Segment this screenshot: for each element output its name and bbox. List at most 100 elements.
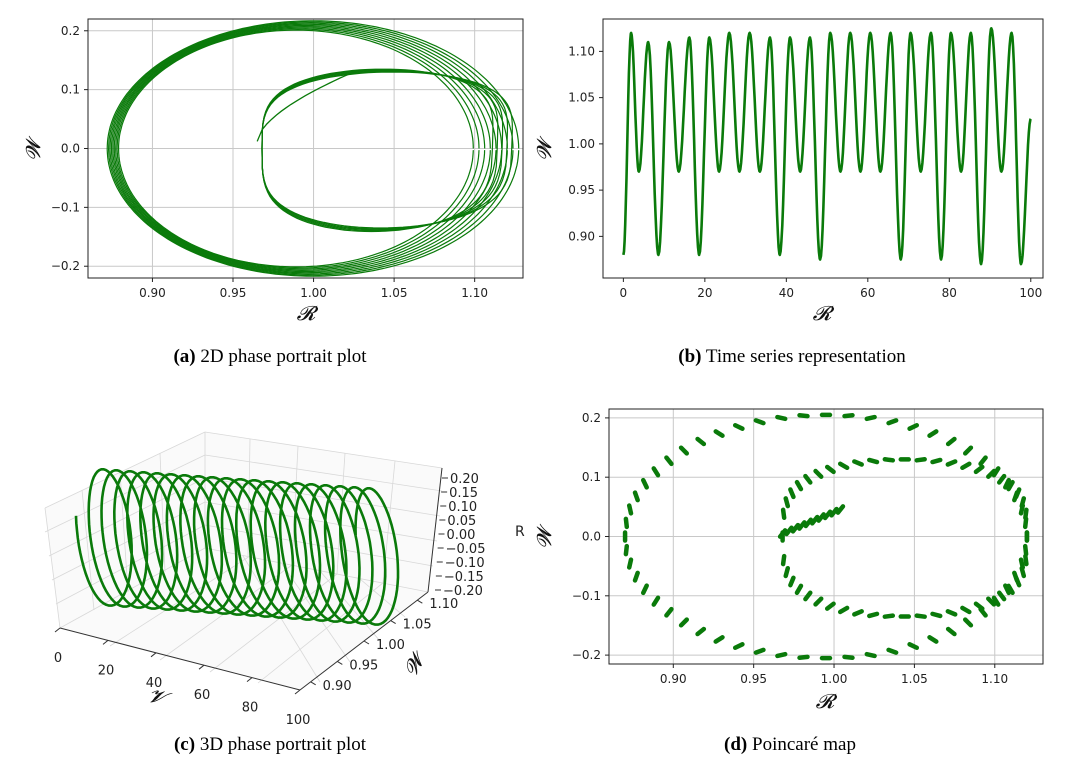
panel-d-outer-point [640, 583, 649, 596]
panel-b-xtick-label: 40 [779, 286, 794, 300]
panel-c-ztick-label: −0.20 [443, 584, 483, 599]
panel-c-xtick-mark [294, 689, 301, 695]
panel-d-outer-point [664, 606, 674, 618]
panel-b-xtick-label: 20 [697, 286, 712, 300]
panel-d-xtick-label: 0.90 [660, 672, 687, 686]
panel-a-ytick-label: 0.0 [61, 142, 80, 156]
panel-a-outer-loop [107, 21, 514, 276]
panel-d-inner-point [960, 605, 972, 615]
panel-d-outer-point [864, 414, 877, 422]
panel-d-outer-point [1003, 583, 1012, 596]
panel-d-outer-point [651, 466, 661, 478]
panel-b-xtick-label: 80 [942, 286, 957, 300]
panel-c-xtick-mark [102, 640, 109, 645]
panel-c-ztick-label: 0.15 [449, 486, 478, 501]
panel-d-spur-point [810, 514, 820, 526]
panel-d-outer-point [886, 647, 899, 655]
panel-a-xtick-label: 0.95 [220, 286, 247, 300]
panel-d-outer-point [678, 617, 690, 628]
panel-d-ytick-label: 0.0 [582, 530, 601, 544]
panel-b-ytick-label: 1.10 [568, 44, 595, 58]
panel-c-xtick-label: 80 [242, 701, 259, 716]
panel-d-outer-point [713, 635, 725, 644]
panel-b-ytick-label: 0.95 [568, 183, 595, 197]
panel-a-outer-loop [109, 22, 508, 275]
panel-d-inner-point [1006, 479, 1015, 492]
panel-d-spur-point [784, 525, 794, 537]
panel-d-inner-point [813, 596, 824, 607]
panel-d-outer-point [842, 654, 855, 661]
panel-d-outer-point [945, 626, 957, 637]
panel-d-inner-point [973, 464, 985, 475]
panel-d-caption-label: (d) [724, 734, 747, 755]
panel-a-inner-loop [261, 68, 494, 233]
panel-a-inner-loop [261, 69, 499, 232]
panel-a-xtick-label: 1.05 [381, 286, 408, 300]
panel-d-caption: (d) Poincaré map [724, 734, 856, 755]
panel-d-outer-point [623, 543, 630, 557]
panel-d-outer-point [1022, 543, 1029, 557]
panel-d-inner-point [837, 605, 850, 615]
panel-d-inner-point [882, 613, 896, 619]
panel-d-outer-point [886, 418, 899, 426]
panel-a-outer-loop [118, 29, 474, 268]
panel-d-outer-point [907, 642, 920, 651]
panel-a-xlabel: 𝓡 [297, 301, 319, 325]
panel-d-caption-text: Poincaré map [752, 734, 856, 755]
panel-a-outer-loop [112, 24, 497, 273]
panel-d-spur-point [829, 506, 839, 518]
panel-d-inner-point [794, 583, 804, 596]
panel-d-inner-point [945, 609, 958, 617]
panel-d-inner-point [794, 479, 804, 492]
panel-d-outer-point [695, 436, 707, 447]
panel-d-outer-point [945, 436, 957, 447]
panel-d-inner-point [1013, 487, 1022, 500]
panel-c-ytick-label: 1.10 [429, 597, 458, 612]
panel-a-phase-portrait: 0.90 0.95 1.00 1.05 1.10 −0.2 −0.1 0.0 0.1 0.2 𝓡… [21, 18, 524, 367]
panel-a-ylabel: 𝓦 [21, 135, 45, 160]
panel-a-xtick-label: 1.10 [461, 286, 488, 300]
panel-d-inner-point [780, 553, 787, 567]
panel-c-ytick-mark [390, 620, 396, 625]
panel-c-xtick-mark [54, 627, 61, 633]
panel-b-ytick-label: 0.90 [568, 229, 595, 243]
panel-c-ytick-label: 1.00 [376, 638, 405, 653]
panel-c-xtick-label: 0 [54, 651, 62, 666]
panel-d-inner-point [1006, 583, 1015, 596]
panel-d-outer-point [1022, 516, 1029, 530]
panel-c-xtick-mark [246, 677, 253, 682]
panel-d-inner-point [914, 613, 927, 619]
panel-d-outer-point [775, 414, 788, 422]
panel-c-ytick-label: 0.95 [349, 658, 378, 673]
panel-d-spur-point [816, 512, 826, 523]
panel-d-inner-point [914, 457, 927, 463]
panel-d-spur-point [822, 509, 833, 521]
panel-a-outer-loop [106, 20, 520, 277]
panel-d-inner-point [867, 611, 880, 619]
panel-d-outer-point [927, 635, 939, 644]
panel-b-xlabel: 𝓡 [813, 301, 835, 325]
panel-a-caption-text: 2D phase portrait plot [200, 346, 367, 367]
panel-d-inner-point [1019, 496, 1027, 509]
panel-b-ytick-label: 1.00 [568, 137, 595, 151]
panel-d-xtick-label: 0.95 [740, 672, 767, 686]
panel-b-series-line [622, 27, 1032, 266]
panel-a-inner-loop [261, 70, 504, 231]
panel-d-outer-point [732, 642, 745, 651]
panel-d-inner-point [882, 457, 896, 463]
panel-d-outer-point [962, 617, 974, 628]
panel-c-ztick-label: −0.15 [444, 570, 484, 585]
panel-a-outer-loop [115, 27, 486, 270]
panel-a-outer-loop [110, 23, 503, 274]
panel-c-ytick-mark [310, 681, 316, 686]
panel-c-xtick-label: 60 [194, 688, 211, 703]
panel-d-ylabel: 𝓦 [532, 523, 556, 548]
panel-d-outer-point [732, 422, 745, 431]
panel-a-caption-label: (a) [173, 346, 195, 367]
panel-d-outer-point [907, 422, 920, 431]
panel-d-outer-point [864, 651, 877, 659]
panel-a-ytick-label: −0.2 [51, 259, 80, 273]
panel-b-caption-label: (b) [678, 346, 701, 367]
panel-c-ztick-label: 0.00 [447, 528, 476, 543]
panel-d-inner-point [788, 575, 796, 588]
